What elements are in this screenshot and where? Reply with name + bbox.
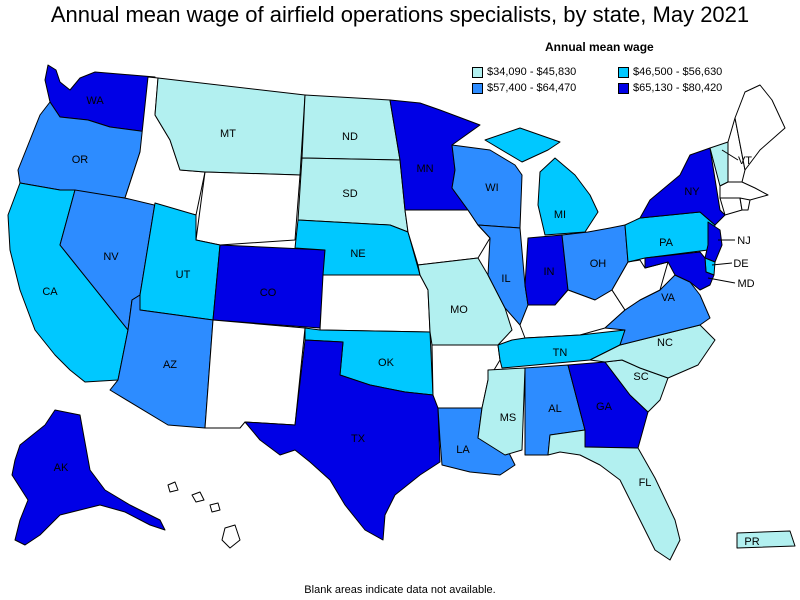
state-MT[interactable] [154,77,306,176]
legend-swatch-3 [472,82,483,94]
state-MA[interactable] [719,181,769,201]
label-UT: UT [176,269,191,281]
state-ND[interactable] [301,94,401,161]
label-OH: OH [590,258,607,270]
legend-title: Annual mean wage [545,40,654,54]
label-AZ: AZ [163,359,177,371]
label-SC: SC [633,371,648,383]
label-SD: SD [342,188,357,200]
legend-item-4: $65,130 - $80,420 [618,82,722,94]
legend-label-4: $65,130 - $80,420 [633,82,723,94]
state-MI[interactable] [484,127,599,236]
label-NE: NE [350,248,365,260]
state-FL[interactable] [547,429,681,561]
legend-swatch-1 [472,66,483,78]
label-MI: MI [554,209,566,221]
label-NC: NC [657,337,673,349]
label-IL: IL [501,273,510,285]
label-WA: WA [86,95,104,107]
label-MS: MS [500,412,517,424]
label-VT: VT [738,155,752,167]
legend-item-2: $46,500 - $56,630 [618,66,722,78]
state-PR[interactable] [736,530,796,549]
label-AL: AL [548,403,561,415]
label-MT: MT [220,128,236,140]
label-MD: MD [737,278,754,290]
state-KS[interactable] [319,274,431,333]
label-PR: PR [744,536,759,548]
label-leader-lines [707,149,739,284]
label-CO: CO [260,287,277,299]
state-NM[interactable] [204,319,306,429]
legend-swatch-2 [618,66,629,78]
state-HI[interactable] [167,481,241,549]
label-GA: GA [596,401,613,413]
label-MN: MN [416,163,433,175]
label-ND: ND [342,131,358,143]
label-NY: NY [684,186,700,198]
state-AK[interactable] [11,409,166,546]
label-IN: IN [544,266,555,278]
state-labels: WA OR CA NV AZ UT MT CO ND SD NE MN MO O… [42,95,759,548]
label-OK: OK [378,357,395,369]
label-NJ: NJ [737,235,750,247]
label-AK: AK [54,462,69,474]
state-RI[interactable] [739,197,751,211]
label-TN: TN [553,347,568,359]
label-VA: VA [661,292,676,304]
legend-label-2: $46,500 - $56,630 [633,66,723,78]
legend-label-1: $34,090 - $45,830 [487,66,577,78]
map-title: Annual mean wage of airfield operations … [50,2,750,27]
legend-item-3: $57,400 - $64,470 [472,82,576,94]
label-TX: TX [351,433,366,445]
label-MO: MO [450,304,468,316]
label-NV: NV [103,251,119,263]
legend-item-1: $34,090 - $45,830 [472,66,576,78]
state-CT[interactable] [719,197,743,216]
legend-swatch-4 [618,82,629,94]
label-CA: CA [42,286,58,298]
state-MD[interactable] [644,251,715,291]
state-NH[interactable] [727,117,746,183]
label-WI: WI [485,182,498,194]
label-LA: LA [456,444,470,456]
label-DE: DE [733,258,748,270]
state-WY[interactable] [195,171,301,246]
state-NJ[interactable] [704,221,723,263]
footnote: Blank areas indicate data not available. [304,584,496,596]
label-OR: OR [72,154,89,166]
state-ME[interactable] [734,84,786,171]
label-PA: PA [659,237,674,249]
state-TX[interactable] [244,339,441,541]
legend-label-3: $57,400 - $64,470 [487,82,577,94]
label-FL: FL [639,477,652,489]
state-NY[interactable] [639,147,726,226]
